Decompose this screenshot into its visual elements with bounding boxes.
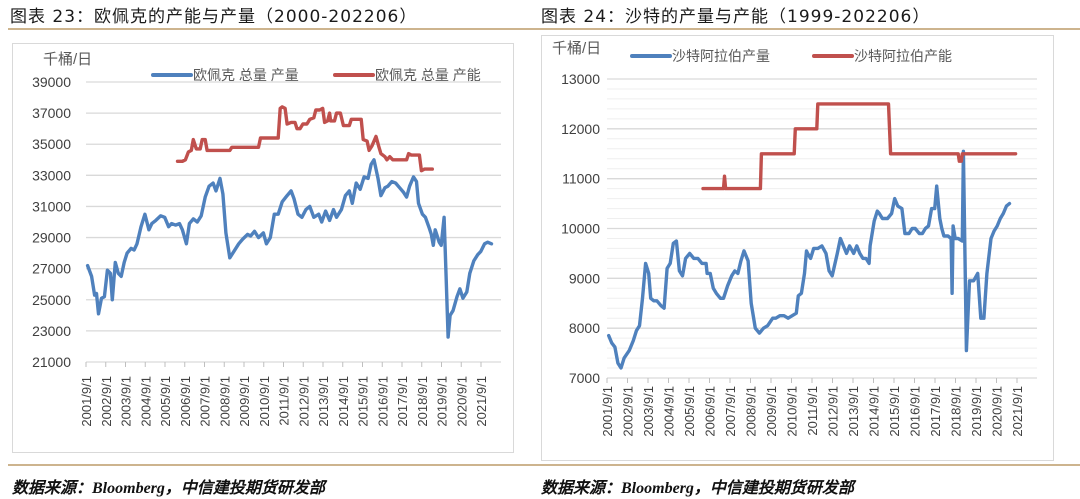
x-tick-label: 2012/9/1 <box>826 386 841 437</box>
x-tick-label: 2010/9/1 <box>785 386 800 437</box>
x-tick-label: 2007/9/1 <box>198 376 213 427</box>
x-tick-label: 2014/9/1 <box>867 386 882 437</box>
x-tick-label: 2020/9/1 <box>990 386 1005 437</box>
y-tick-label: 37000 <box>32 105 71 121</box>
x-tick-label: 2021/9/1 <box>1010 386 1025 437</box>
x-tick-label: 2019/9/1 <box>969 386 984 437</box>
figure-23-source: 数据来源：Bloomberg，中信建投期货研发部 <box>12 480 325 497</box>
x-tick-label: 2006/9/1 <box>178 376 193 427</box>
figure-23-title: 图表 23：欧佩克的产能与产量（2000-202206） <box>10 7 418 27</box>
x-tick-label: 2018/9/1 <box>949 386 964 437</box>
x-tick-label: 2003/9/1 <box>641 386 656 437</box>
figure-24-title: 图表 24：沙特的产量与产能（1999-202206） <box>541 7 931 27</box>
x-tick-label: 2004/9/1 <box>662 386 677 437</box>
production-line <box>607 149 1012 370</box>
y-tick-label: 27000 <box>32 261 71 277</box>
x-tick-label: 2014/9/1 <box>336 376 351 427</box>
y-tick-label: 31000 <box>32 198 71 214</box>
y-tick-label: 23000 <box>32 323 71 339</box>
x-tick-label: 2010/9/1 <box>257 376 272 427</box>
y-tick-label: 35000 <box>32 136 71 152</box>
x-tick-label: 2005/9/1 <box>682 386 697 437</box>
figure-24-source: 数据来源：Bloomberg，中信建投期货研发部 <box>541 480 854 497</box>
y-tick-label: 10000 <box>561 221 600 237</box>
footer-divider <box>8 464 1080 466</box>
opec-line-chart: 千桶/日 21000 23000 25000 27000 29000 31000 33000 3… <box>32 51 501 427</box>
title-divider <box>8 28 1080 30</box>
x-tick-label: 2015/9/1 <box>356 376 371 427</box>
x-tick-label: 2019/9/1 <box>435 376 450 427</box>
legend-label: 欧佩克 总量 产能 <box>375 67 481 83</box>
x-tick-label: 2018/9/1 <box>415 376 430 427</box>
x-tick-label: 2015/9/1 <box>887 386 902 437</box>
x-tick-label: 2002/9/1 <box>99 376 114 427</box>
y-tick-label: 13000 <box>561 71 600 87</box>
x-tick-label: 2013/9/1 <box>846 386 861 437</box>
legend-label: 沙特阿拉伯产量 <box>672 48 770 64</box>
legend-label: 欧佩克 总量 产量 <box>193 67 299 83</box>
x-tick-label: 2021/9/1 <box>474 376 489 427</box>
x-tick-label: 2009/9/1 <box>237 376 252 427</box>
capacity-line <box>175 105 434 173</box>
x-tick-label: 2008/9/1 <box>744 386 759 437</box>
y-tick-label: 7000 <box>569 370 600 386</box>
x-tick-label: 2020/9/1 <box>454 376 469 427</box>
x-tick-label: 2001/9/1 <box>600 386 615 437</box>
x-tick-label: 2017/9/1 <box>395 376 410 427</box>
y-tick-label: 9000 <box>569 270 600 286</box>
x-tick-label: 2013/9/1 <box>316 376 331 427</box>
x-tick-label: 2002/9/1 <box>621 386 636 437</box>
x-tick-label: 2001/9/1 <box>79 376 94 427</box>
y-tick-label: 12000 <box>561 121 600 137</box>
x-tick-label: 2017/9/1 <box>928 386 943 437</box>
chart-frame-opec: 千桶/日 21000 23000 25000 27000 29000 31000 33000 3… <box>12 43 514 453</box>
y-tick-label: 39000 <box>32 74 71 90</box>
x-tick-label: 2003/9/1 <box>119 376 134 427</box>
x-tick-label: 2004/9/1 <box>138 376 153 427</box>
y-axis-unit-label: 千桶/日 <box>43 51 92 68</box>
production-line <box>85 158 494 339</box>
legend-label: 沙特阿拉伯产能 <box>854 48 952 64</box>
x-tick-label: 2011/9/1 <box>805 386 820 436</box>
chart-frame-saudi: 千桶/日 7000 8000 9000 10000 11000 12000 13000 2001… <box>541 35 1054 461</box>
y-tick-label: 21000 <box>32 354 71 370</box>
y-tick-label: 33000 <box>32 167 71 183</box>
x-tick-label: 2005/9/1 <box>158 376 173 427</box>
x-tick-label: 2007/9/1 <box>723 386 738 437</box>
y-tick-label: 25000 <box>32 292 71 308</box>
saudi-line-chart: 千桶/日 7000 8000 9000 10000 11000 12000 13000 2001… <box>552 40 1037 437</box>
x-tick-label: 2009/9/1 <box>764 386 779 437</box>
x-tick-label: 2008/9/1 <box>217 376 232 427</box>
x-tick-label: 2012/9/1 <box>296 376 311 427</box>
y-tick-label: 11000 <box>562 171 600 187</box>
x-tick-label: 2016/9/1 <box>375 376 390 427</box>
x-tick-label: 2011/9/1 <box>277 376 292 426</box>
y-tick-label: 8000 <box>569 320 600 336</box>
x-tick-label: 2006/9/1 <box>703 386 718 437</box>
capacity-line <box>701 102 1018 191</box>
y-tick-label: 29000 <box>32 230 71 246</box>
x-tick-label: 2016/9/1 <box>908 386 923 437</box>
y-axis-unit-label: 千桶/日 <box>552 40 601 57</box>
